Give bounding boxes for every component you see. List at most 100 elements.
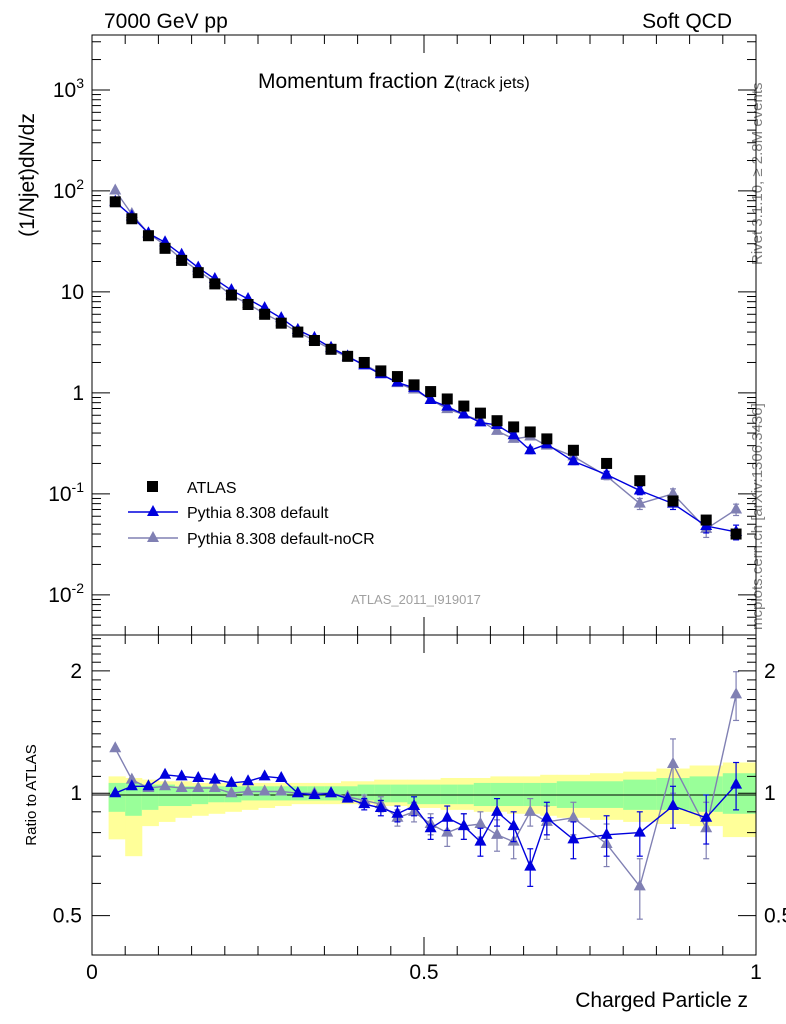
main-y-tick-label: 10 (61, 281, 84, 304)
ratio-default-point (667, 799, 679, 811)
rivet-version-label: Rivet 3.1.10, ≥ 2.8M events (749, 83, 766, 266)
main-y-tick-exponent: 3 (76, 75, 84, 91)
header-right: Soft QCD (642, 10, 732, 33)
atlas-point (275, 317, 287, 329)
default-point (441, 399, 454, 411)
main-y-tick-exponent: -2 (72, 580, 85, 596)
nocr-point (491, 423, 504, 435)
atlas-point (358, 356, 370, 368)
main-y-tick-mantissa: 10 (48, 584, 71, 607)
ratio-default-point (109, 786, 122, 798)
ratio-y-tick-label-left: 1 (70, 782, 82, 805)
ratio-nocr-point (491, 827, 504, 839)
atlas-point (408, 379, 420, 391)
ratio-default-point (408, 799, 421, 811)
main-y-tick-exponent: -1 (72, 479, 85, 495)
atlas-point (159, 242, 171, 254)
band-inner-segment (424, 784, 442, 805)
legend-atlas-label: ATLAS (187, 480, 237, 497)
default-point (633, 483, 646, 495)
ratio-default-point (507, 819, 520, 831)
band-inner-segment (540, 782, 558, 807)
atlas-point (325, 343, 337, 355)
main-y-tick-mantissa: 1 (72, 382, 84, 405)
ratio-uncertainty-bands (108, 762, 757, 857)
legend-nocr-label: Pythia 8.308 default-noCR (187, 531, 375, 548)
nocr-point (730, 502, 743, 514)
x-tick-label: 0.5 (409, 961, 438, 984)
atlas-point (491, 415, 503, 427)
ratio-y-tick-label-left: 0.5 (53, 905, 82, 928)
default-point (524, 443, 537, 455)
main-y-tick-mantissa: 10 (53, 79, 76, 102)
atlas-point (634, 475, 646, 487)
band-inner-segment (374, 784, 392, 803)
legend-default-marker (147, 505, 159, 516)
main-x-axis-ticks (91, 35, 757, 635)
ratio-default-point (159, 767, 172, 779)
ratio-nocr-point (524, 804, 537, 816)
band-inner-segment (407, 784, 425, 805)
ratio-y-tick-label-right: 2 (764, 660, 776, 683)
ratio-x-axis: 0 0.5 1 (86, 635, 762, 984)
ratio-default-point (700, 810, 713, 822)
default-point (457, 407, 470, 419)
analysis-label: ATLAS_2011_I919017 (351, 592, 481, 607)
header-left: 7000 GeV pp (104, 10, 228, 33)
ratio-default-point (524, 859, 537, 871)
atlas-point (308, 335, 320, 347)
default-point (507, 428, 520, 440)
ratio-nocr-point (667, 756, 679, 768)
atlas-point (209, 278, 221, 290)
atlas-point (225, 289, 237, 301)
ratio-default-point (424, 821, 437, 833)
ratio-nocr-point (441, 825, 454, 837)
atlas-point (342, 350, 354, 362)
ratio-default-point (125, 779, 138, 791)
band-inner-segment (457, 784, 475, 805)
ratio-default-point (374, 800, 387, 812)
atlas-point (730, 528, 742, 540)
ratio-nocr-point (633, 879, 646, 891)
atlas-point (508, 421, 520, 433)
atlas-point (292, 326, 304, 338)
ratio-default-point (457, 819, 470, 831)
band-inner-segment (473, 782, 491, 807)
ratio-nocr-point (242, 784, 255, 796)
atlas-point (176, 254, 188, 266)
ratio-default-point (540, 810, 553, 822)
plot-title-variable: z (444, 67, 456, 93)
atlas-point (524, 426, 536, 438)
band-inner-segment (125, 782, 143, 816)
ratio-default-point (730, 777, 743, 789)
plot-title-subscript: (track jets) (455, 75, 530, 92)
main-y-tick-mantissa: 10 (61, 281, 84, 304)
ratio-default-point (275, 771, 288, 783)
ratio-y-tick-label-left: 2 (70, 660, 82, 683)
default-point (424, 392, 437, 404)
atlas-point (667, 495, 679, 507)
ratio-nocr-point (109, 741, 122, 753)
legend: ATLAS Pythia 8.308 default Pythia 8.308 … (128, 480, 375, 548)
ratio-default-point (192, 771, 205, 783)
ratio-default-point (142, 779, 155, 791)
ratio-default-point (567, 832, 580, 844)
atlas-point (192, 267, 204, 279)
band-inner-segment (507, 782, 525, 807)
ratio-nocr-point (208, 780, 221, 792)
plot-title-text: Momentum fraction (258, 70, 438, 93)
ratio-default-point (491, 804, 504, 816)
plot-title: Momentum fraction z(track jets) (258, 67, 530, 93)
atlas-point (474, 407, 486, 419)
default-point (567, 454, 580, 466)
ratio-plot-data (109, 671, 743, 920)
nocr-point (633, 496, 646, 508)
ratio-default-point (391, 806, 404, 818)
ratio-y-axis: 0.5 0.5 1 1 2 2 (53, 638, 786, 956)
atlas-point (541, 433, 553, 445)
ratio-default-point (441, 810, 454, 822)
main-y-tick-mantissa: 10 (48, 483, 71, 506)
ratio-default-point (258, 769, 271, 781)
